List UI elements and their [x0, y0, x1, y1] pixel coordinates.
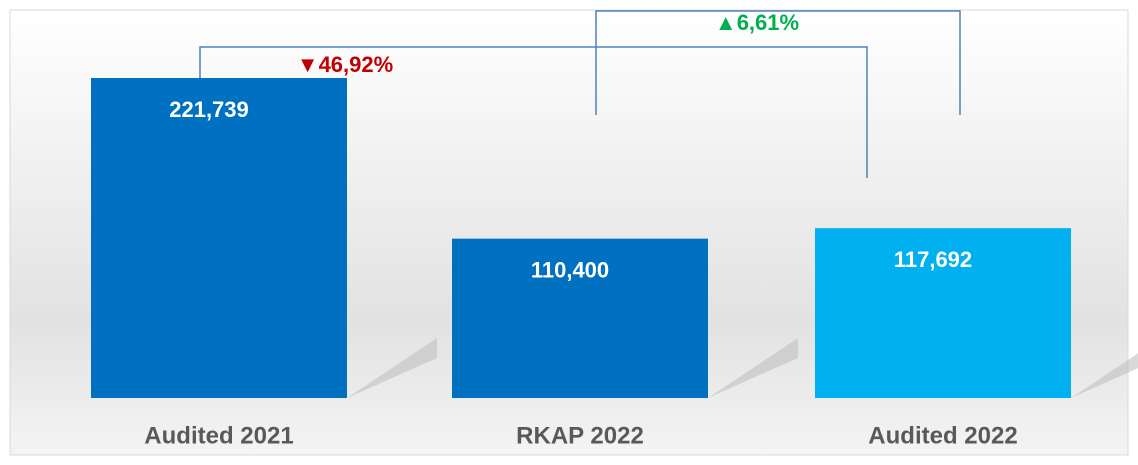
value-label: 110,400 — [531, 257, 609, 282]
bar — [91, 78, 347, 398]
bar — [452, 238, 708, 398]
value-label: 221,739 — [169, 97, 249, 122]
value-label: 117,692 — [894, 247, 972, 272]
annotation: ▲6,61% — [715, 10, 799, 35]
bracket — [595, 10, 961, 115]
bar-shadow — [708, 338, 798, 398]
annotation: ▼46,92% — [297, 52, 393, 77]
bar-shadow — [347, 338, 437, 398]
bar — [815, 228, 1071, 398]
x-tick-label: Audited 2022 — [868, 422, 1017, 449]
bar-shadow — [1071, 353, 1138, 398]
x-tick-label: RKAP 2022 — [516, 422, 644, 449]
x-tick-label: Audited 2021 — [144, 422, 293, 449]
